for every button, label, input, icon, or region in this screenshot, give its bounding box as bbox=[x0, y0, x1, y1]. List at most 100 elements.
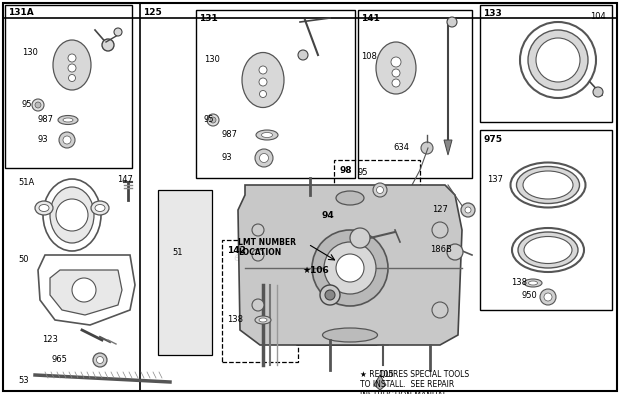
Ellipse shape bbox=[91, 201, 109, 215]
Polygon shape bbox=[50, 270, 122, 315]
Circle shape bbox=[259, 66, 267, 74]
Circle shape bbox=[68, 64, 76, 72]
Circle shape bbox=[421, 142, 433, 154]
Text: 95: 95 bbox=[357, 168, 368, 177]
Text: 634: 634 bbox=[393, 143, 409, 152]
Circle shape bbox=[528, 30, 588, 90]
Circle shape bbox=[260, 91, 267, 97]
Bar bbox=[316, 205, 398, 265]
Circle shape bbox=[63, 136, 71, 144]
Circle shape bbox=[114, 28, 122, 36]
Circle shape bbox=[93, 353, 107, 367]
Bar bbox=[140, 3, 617, 391]
Circle shape bbox=[373, 183, 387, 197]
Bar bbox=[480, 130, 612, 310]
Text: 98: 98 bbox=[339, 166, 352, 175]
Ellipse shape bbox=[322, 328, 378, 342]
Bar bbox=[297, 260, 378, 345]
Text: 105: 105 bbox=[378, 370, 394, 379]
Ellipse shape bbox=[523, 171, 573, 199]
Polygon shape bbox=[374, 375, 386, 390]
Text: 93: 93 bbox=[38, 135, 48, 144]
Text: 987: 987 bbox=[222, 130, 238, 139]
Circle shape bbox=[392, 69, 400, 77]
Text: 138: 138 bbox=[511, 278, 527, 287]
Text: 123: 123 bbox=[42, 335, 58, 344]
Text: 142: 142 bbox=[227, 246, 246, 255]
Text: 104: 104 bbox=[590, 12, 606, 21]
Text: 51: 51 bbox=[172, 248, 182, 257]
Bar bbox=[358, 10, 472, 178]
Ellipse shape bbox=[242, 52, 284, 108]
Text: 147: 147 bbox=[117, 175, 133, 184]
Circle shape bbox=[461, 203, 475, 217]
Circle shape bbox=[35, 102, 41, 108]
Circle shape bbox=[376, 186, 384, 193]
Circle shape bbox=[432, 222, 448, 238]
Bar bbox=[158, 190, 212, 355]
Text: 975: 975 bbox=[483, 135, 502, 144]
Circle shape bbox=[68, 54, 76, 62]
Text: 131: 131 bbox=[199, 14, 218, 23]
Bar bbox=[5, 5, 132, 168]
Ellipse shape bbox=[58, 115, 78, 125]
Text: 95: 95 bbox=[22, 100, 32, 109]
Circle shape bbox=[536, 38, 580, 82]
Text: 51A: 51A bbox=[18, 178, 34, 187]
Ellipse shape bbox=[39, 204, 49, 212]
Ellipse shape bbox=[63, 118, 73, 122]
Polygon shape bbox=[238, 185, 462, 345]
Text: 186B: 186B bbox=[430, 245, 452, 254]
Circle shape bbox=[68, 74, 76, 82]
Text: 125: 125 bbox=[143, 8, 162, 17]
Circle shape bbox=[325, 290, 335, 300]
Ellipse shape bbox=[518, 232, 578, 268]
Ellipse shape bbox=[524, 236, 572, 264]
Text: 130: 130 bbox=[204, 55, 220, 64]
Circle shape bbox=[392, 79, 400, 87]
Ellipse shape bbox=[524, 279, 542, 287]
Ellipse shape bbox=[35, 201, 53, 215]
Text: 93: 93 bbox=[222, 153, 232, 162]
Text: ★ REQUIRES SPECIAL TOOLS
TO INSTALL.  SEE REPAIR
INSTRUCTION MANUAL.: ★ REQUIRES SPECIAL TOOLS TO INSTALL. SEE… bbox=[360, 370, 469, 394]
Text: 141: 141 bbox=[361, 14, 380, 23]
Bar bbox=[222, 240, 298, 362]
Text: 131A: 131A bbox=[8, 8, 33, 17]
Circle shape bbox=[312, 230, 388, 306]
Polygon shape bbox=[444, 140, 452, 155]
Circle shape bbox=[324, 242, 376, 294]
Circle shape bbox=[72, 278, 96, 302]
Circle shape bbox=[102, 39, 114, 51]
Circle shape bbox=[336, 254, 364, 282]
Bar bbox=[480, 5, 612, 122]
Ellipse shape bbox=[516, 167, 580, 203]
Text: 950: 950 bbox=[521, 291, 537, 300]
Text: 987: 987 bbox=[38, 115, 54, 124]
Text: 50: 50 bbox=[18, 255, 29, 264]
Circle shape bbox=[252, 249, 264, 261]
Circle shape bbox=[298, 50, 308, 60]
Circle shape bbox=[210, 117, 216, 123]
Ellipse shape bbox=[259, 318, 267, 322]
Circle shape bbox=[252, 224, 264, 236]
Circle shape bbox=[255, 149, 273, 167]
Circle shape bbox=[447, 244, 463, 260]
Text: ★106: ★106 bbox=[302, 266, 329, 275]
Circle shape bbox=[97, 357, 104, 364]
Ellipse shape bbox=[53, 40, 91, 90]
Circle shape bbox=[32, 99, 44, 111]
Bar bbox=[334, 160, 420, 215]
Circle shape bbox=[540, 289, 556, 305]
Ellipse shape bbox=[95, 204, 105, 212]
Circle shape bbox=[259, 78, 267, 86]
Circle shape bbox=[260, 154, 268, 162]
Ellipse shape bbox=[336, 191, 364, 205]
Text: LOCATION: LOCATION bbox=[238, 248, 281, 257]
Circle shape bbox=[465, 207, 471, 213]
Text: 965: 965 bbox=[52, 355, 68, 364]
Bar bbox=[196, 10, 355, 178]
Circle shape bbox=[252, 299, 264, 311]
Circle shape bbox=[391, 57, 401, 67]
Ellipse shape bbox=[376, 42, 416, 94]
Circle shape bbox=[544, 293, 552, 301]
